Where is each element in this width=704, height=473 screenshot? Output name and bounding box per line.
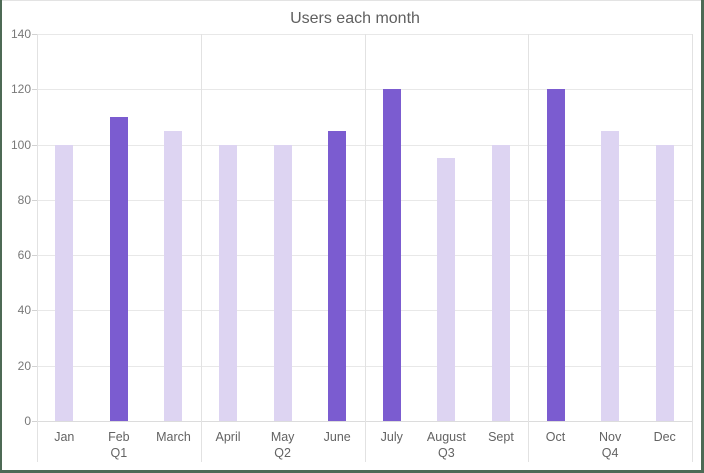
bar-sept[interactable] <box>491 144 510 421</box>
month-label-sept: Sept <box>488 430 514 444</box>
y-axis-tick-60 <box>32 255 37 256</box>
plot-right-border <box>692 34 693 462</box>
y-axis-tick-80 <box>32 200 37 201</box>
bar-april[interactable] <box>219 144 238 421</box>
month-label-april: April <box>215 430 241 444</box>
y-axis-tick-120 <box>32 89 37 90</box>
quarter-label-q4: Q4 <box>601 446 619 460</box>
bar-august[interactable] <box>437 158 456 421</box>
y-axis-label-140: 140 <box>10 27 31 41</box>
y-axis-label-0: 0 <box>24 414 31 428</box>
frame-border-left <box>0 0 2 473</box>
bar-march[interactable] <box>164 130 183 421</box>
quarter-label-q2: Q2 <box>274 446 291 460</box>
quarter-label-q1: Q1 <box>110 446 128 460</box>
quarter-label-q3: Q3 <box>438 446 455 460</box>
quarter-separator-2 <box>364 34 366 462</box>
bar-oct[interactable] <box>546 89 565 421</box>
month-label-nov: Nov <box>599 430 622 444</box>
quarter-separator-1 <box>200 34 202 462</box>
y-axis-tick-0 <box>32 421 37 422</box>
frame-border-right <box>701 0 704 473</box>
month-label-march: March <box>156 430 191 444</box>
month-label-july: July <box>380 430 403 444</box>
bar-nov[interactable] <box>601 130 620 421</box>
y-axis-tick-20 <box>32 366 37 367</box>
y-axis-label-20: 20 <box>17 359 31 373</box>
y-axis-tick-100 <box>32 145 37 146</box>
bar-jan[interactable] <box>55 144 74 421</box>
bar-july[interactable] <box>382 89 401 421</box>
bar-may[interactable] <box>273 144 292 421</box>
chart-title: Users each month <box>290 10 420 27</box>
bar-june[interactable] <box>328 130 347 421</box>
y-axis-label-80: 80 <box>17 193 31 207</box>
y-axis-line <box>37 34 38 462</box>
y-axis-label-120: 120 <box>10 82 31 96</box>
month-label-oct: Oct <box>545 430 566 444</box>
y-axis-label-40: 40 <box>17 303 31 317</box>
bar-feb[interactable] <box>109 116 128 421</box>
quarter-separator-3 <box>528 34 530 462</box>
month-label-may: May <box>270 430 295 444</box>
month-label-june: June <box>323 430 351 444</box>
y-axis-tick-40 <box>32 310 37 311</box>
month-label-august: August <box>426 430 466 444</box>
month-label-jan: Jan <box>54 430 75 444</box>
frame-border-top <box>0 0 704 1</box>
month-label-dec: Dec <box>653 430 676 444</box>
frame-border-bottom <box>0 470 704 473</box>
y-axis-label-100: 100 <box>10 138 31 152</box>
month-label-feb: Feb <box>108 430 130 444</box>
y-axis-tick-140 <box>32 34 37 35</box>
bar-dec[interactable] <box>655 144 674 421</box>
y-axis-label-60: 60 <box>17 248 31 262</box>
